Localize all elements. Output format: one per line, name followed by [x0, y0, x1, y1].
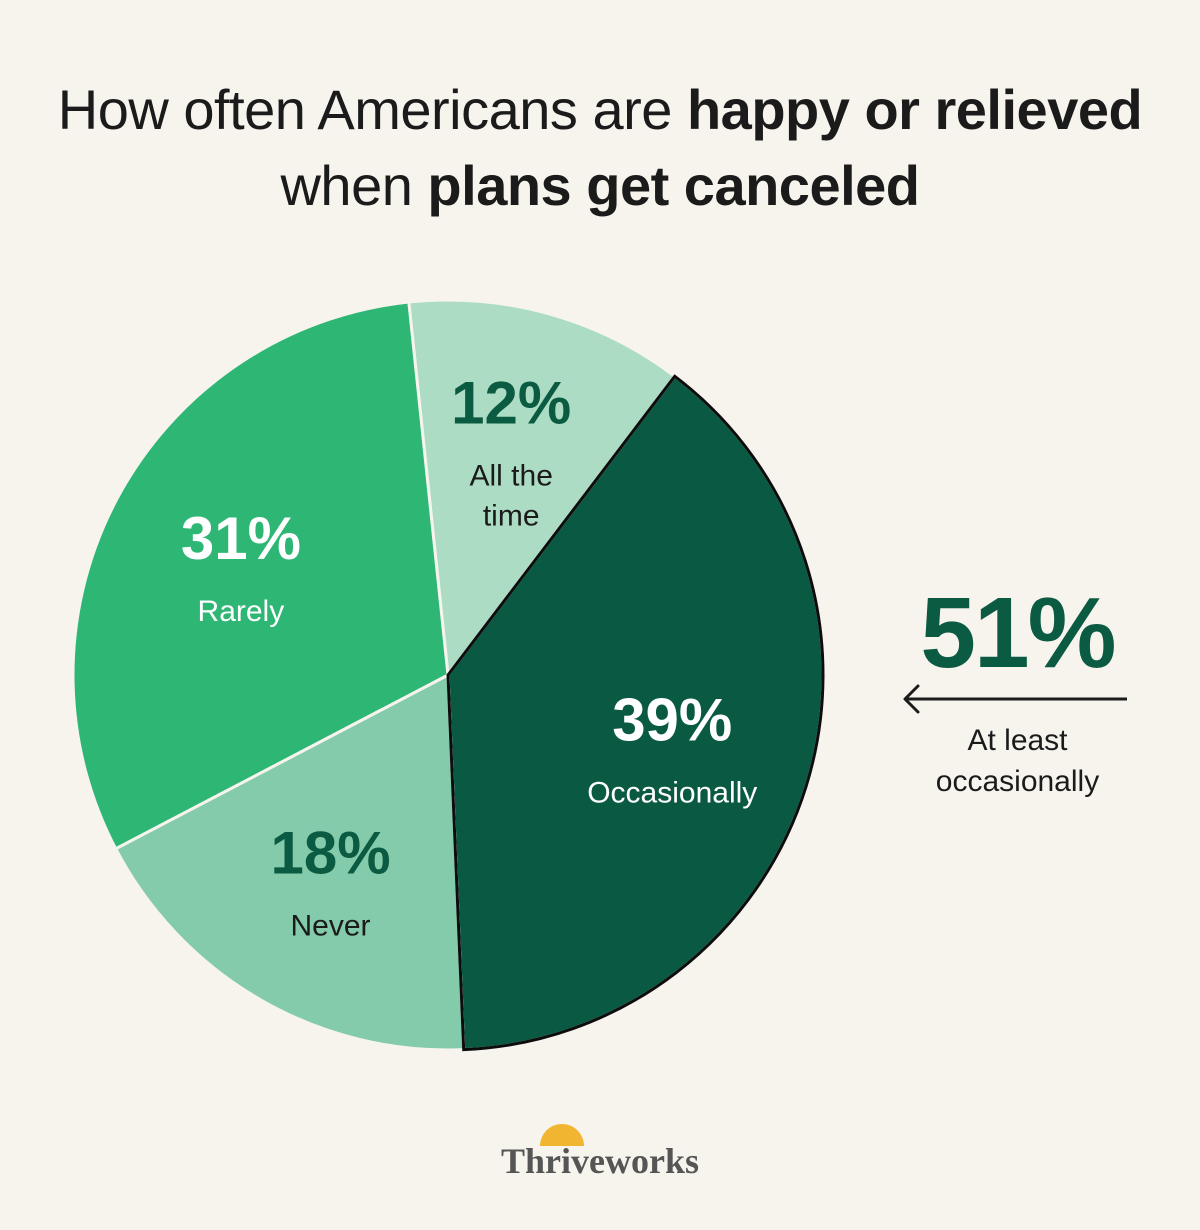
slice-category-all-the-time: time [483, 500, 540, 533]
pie-slice-rarely [71, 300, 450, 851]
slice-category-rarely: Rarely [198, 595, 285, 628]
sun-logo-icon [540, 1124, 584, 1146]
pie-slice-never [113, 672, 466, 1052]
callout-value: 51% [920, 577, 1116, 689]
callout-arrow-head [903, 684, 920, 714]
pie-slice-occasionally-outline [446, 374, 825, 1052]
slice-label-occasionally: 39% Occasionally [587, 686, 757, 809]
slice-category-occasionally: Occasionally [587, 776, 757, 809]
pie-slice-all-the-time [407, 298, 677, 679]
brand-logo: Thriveworks [0, 1140, 1200, 1182]
slice-value-occasionally: 39% [612, 686, 732, 753]
title-part-4: plans get canceled [427, 154, 920, 217]
slice-value-never: 18% [270, 820, 390, 887]
slice-label-rarely: 31% Rarely [181, 505, 301, 628]
slice-category-never: Never [290, 910, 370, 943]
callout-label: At least occasionally [935, 724, 1100, 798]
slice-value-rarely: 31% [181, 505, 301, 572]
callout-arrow [903, 684, 1127, 714]
title-part-3: when [280, 154, 428, 217]
slice-category-all-the-time: All the [470, 460, 553, 493]
chart-title: How often Americans are happy or relieve… [0, 72, 1200, 224]
title-part-1: How often Americans are [57, 78, 687, 141]
slice-label-never: 18% Never [270, 820, 390, 943]
title-part-2: happy or relieved [686, 78, 1143, 141]
brand-name: Thriveworks [501, 1141, 699, 1181]
slice-label-all-the-time: 12% All the time [451, 370, 571, 533]
slice-value-all-the-time: 12% [451, 370, 571, 437]
